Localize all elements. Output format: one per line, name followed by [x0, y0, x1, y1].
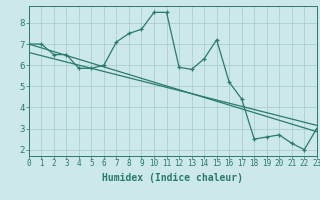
X-axis label: Humidex (Indice chaleur): Humidex (Indice chaleur) [102, 173, 243, 183]
